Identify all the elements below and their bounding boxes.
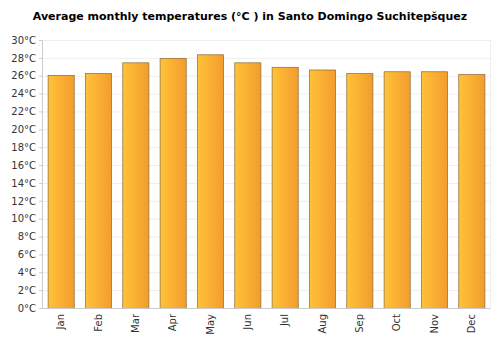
x-tick-label: Jul (279, 314, 290, 327)
y-tick: 12°C (11, 196, 42, 207)
x-axis: Jan Feb Mar Apr May Jun Jul Aug Sep Oct Nov Dec (43, 309, 491, 335)
x-tick-label: Sep (354, 314, 365, 333)
y-tick-mark (39, 254, 42, 255)
y-tick-label: 10°C (11, 213, 36, 224)
y-tick: 4°C (18, 267, 42, 278)
bar (160, 58, 186, 308)
y-axis: 0°C 2°C 4°C 6°C 8°C 10°C 12°C 14°C 16°C 18°C 20°C 2… (11, 35, 42, 314)
y-tick: 28°C (11, 53, 42, 64)
y-tick-mark (39, 111, 42, 112)
x-tick: Apr (167, 313, 178, 331)
title: Average monthly temperatures (°C ) in Sa… (33, 10, 467, 23)
x-tick-label: Apr (167, 313, 178, 331)
x-tick: May (205, 314, 216, 335)
x-tick: Oct (391, 314, 402, 331)
y-tick-label: 4°C (18, 267, 36, 278)
bar (309, 70, 335, 308)
bars (48, 55, 485, 308)
y-tick-mark (39, 94, 42, 95)
bar (197, 55, 223, 308)
bar (347, 74, 373, 308)
x-tick-label: Mar (130, 313, 141, 333)
x-tick: Nov (429, 314, 440, 334)
x-tick-label: Jun (242, 314, 253, 331)
bar (123, 63, 149, 308)
x-tick-label: Nov (429, 314, 440, 334)
y-tick-label: 20°C (11, 124, 36, 135)
y-tick-label: 14°C (11, 178, 36, 189)
y-tick-mark (39, 237, 42, 238)
y-tick: 14°C (11, 178, 42, 189)
bar (421, 72, 447, 308)
y-tick-mark (39, 308, 42, 309)
y-tick-label: 26°C (11, 70, 36, 81)
x-tick: Jun (242, 314, 253, 331)
x-tick: Mar (130, 313, 141, 333)
x-tick-label: May (205, 314, 216, 335)
plot-frame (490, 40, 491, 308)
y-tick-mark (39, 201, 42, 202)
y-tick-mark (39, 183, 42, 184)
y-tick-mark (39, 147, 42, 148)
bar (85, 74, 111, 308)
y-tick: 18°C (11, 142, 42, 153)
y-tick: 22°C (11, 106, 42, 117)
y-tick: 0°C (18, 303, 42, 314)
x-tick: Dec (466, 314, 477, 333)
y-tick-label: 8°C (18, 231, 36, 242)
y-tick-label: 24°C (11, 88, 36, 99)
y-tick-label: 6°C (18, 249, 36, 260)
y-tick-label: 28°C (11, 53, 36, 64)
y-tick: 26°C (11, 70, 42, 81)
bar (235, 63, 261, 308)
x-tick-label: Jan (55, 314, 66, 330)
x-tick: Jan (55, 314, 66, 330)
x-tick: Jul (279, 314, 290, 327)
bar (272, 67, 298, 308)
x-tick: Aug (317, 314, 328, 334)
y-tick-mark (39, 290, 42, 291)
y-tick: 6°C (18, 249, 42, 260)
grid-line (42, 40, 490, 41)
y-tick: 16°C (11, 160, 42, 171)
grid (42, 41, 490, 309)
y-tick-mark (39, 40, 42, 41)
y-tick-label: 18°C (11, 142, 36, 153)
y-tick-mark (39, 165, 42, 166)
x-tick: Sep (354, 314, 365, 333)
y-tick: 30°C (11, 35, 42, 46)
x-tick-label: Oct (391, 314, 402, 331)
bar (48, 75, 74, 308)
x-axis-line (43, 308, 491, 309)
bar (384, 72, 410, 308)
y-tick-label: 30°C (11, 35, 36, 46)
plot: 0°C 2°C 4°C 6°C 8°C 10°C 12°C 14°C 16°C 18°C 20°C 2… (11, 35, 490, 335)
y-tick: 24°C (11, 88, 42, 99)
y-tick: 10°C (11, 213, 42, 224)
y-tick: 20°C (11, 124, 42, 135)
y-axis-line (42, 41, 43, 309)
x-tick-label: Aug (317, 314, 328, 334)
x-tick-label: Dec (466, 314, 477, 333)
bar (459, 74, 485, 308)
grid-line (42, 58, 490, 59)
y-tick-mark (39, 76, 42, 77)
x-tick: Feb (93, 314, 104, 332)
y-tick-label: 0°C (18, 303, 36, 314)
y-tick-label: 12°C (11, 196, 36, 207)
chart: Average monthly temperatures (°C ) in Sa… (0, 0, 500, 350)
y-tick-label: 16°C (11, 160, 36, 171)
y-tick-label: 22°C (11, 106, 36, 117)
y-tick: 8°C (18, 231, 42, 242)
y-tick-label: 2°C (18, 285, 36, 296)
y-tick-mark (39, 272, 42, 273)
y-tick-mark (39, 129, 42, 130)
grid-line (42, 308, 490, 309)
y-tick-mark (39, 58, 42, 59)
y-tick: 2°C (18, 285, 42, 296)
y-tick-mark (39, 219, 42, 220)
x-tick-label: Feb (93, 314, 104, 332)
